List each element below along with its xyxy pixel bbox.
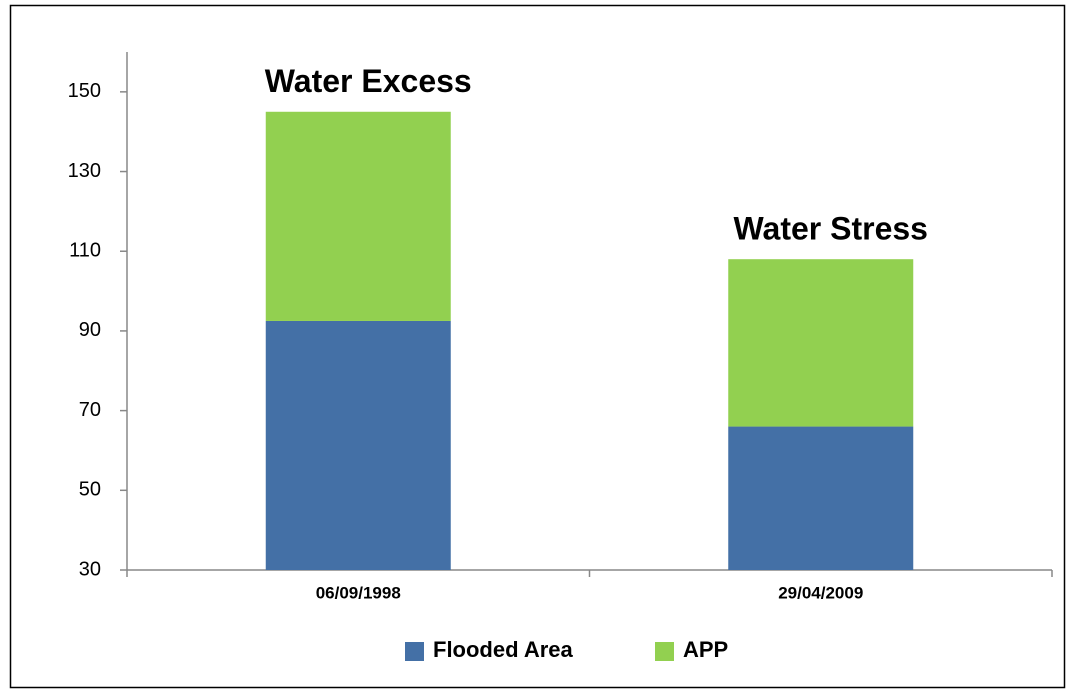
annotation: Water Stress bbox=[734, 211, 928, 247]
y-tick-label: 70 bbox=[79, 399, 101, 421]
legend-swatch bbox=[655, 642, 674, 661]
annotation: Water Excess bbox=[265, 63, 472, 99]
y-tick-label: 50 bbox=[79, 479, 101, 501]
legend-label: APP bbox=[683, 637, 728, 662]
y-tick-label: 110 bbox=[69, 240, 101, 262]
legend-swatch bbox=[405, 642, 424, 661]
y-tick-label: 150 bbox=[68, 80, 101, 102]
x-tick-label: 06/09/1998 bbox=[316, 583, 401, 602]
y-tick-label: 90 bbox=[79, 319, 101, 341]
y-tick-label: 130 bbox=[68, 160, 101, 182]
legend-label: Flooded Area bbox=[433, 637, 574, 662]
y-tick-label: 30 bbox=[79, 558, 101, 580]
bar-segment bbox=[265, 320, 451, 570]
bar-segment bbox=[265, 111, 451, 321]
bar-segment bbox=[728, 259, 914, 427]
chart-border bbox=[9, 4, 1066, 689]
x-tick-label: 29/04/2009 bbox=[778, 583, 863, 602]
bar-segment bbox=[728, 426, 914, 570]
